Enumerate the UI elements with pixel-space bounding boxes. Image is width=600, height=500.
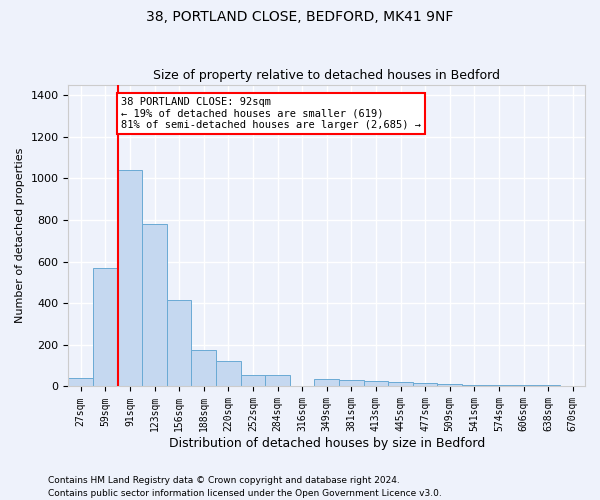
Text: 38 PORTLAND CLOSE: 92sqm
← 19% of detached houses are smaller (619)
81% of semi-: 38 PORTLAND CLOSE: 92sqm ← 19% of detach…	[121, 97, 421, 130]
Bar	[216, 362, 241, 386]
Bar	[314, 379, 339, 386]
Y-axis label: Number of detached properties: Number of detached properties	[15, 148, 25, 323]
Bar	[339, 380, 364, 386]
Bar	[93, 268, 118, 386]
Bar	[364, 382, 388, 386]
Title: Size of property relative to detached houses in Bedford: Size of property relative to detached ho…	[153, 69, 500, 82]
X-axis label: Distribution of detached houses by size in Bedford: Distribution of detached houses by size …	[169, 437, 485, 450]
Bar	[265, 375, 290, 386]
Bar	[68, 378, 93, 386]
Bar	[142, 224, 167, 386]
Text: Contains HM Land Registry data © Crown copyright and database right 2024.
Contai: Contains HM Land Registry data © Crown c…	[48, 476, 442, 498]
Bar	[167, 300, 191, 386]
Bar	[413, 384, 437, 386]
Bar	[191, 350, 216, 387]
Bar	[118, 170, 142, 386]
Bar	[437, 384, 462, 386]
Text: 38, PORTLAND CLOSE, BEDFORD, MK41 9NF: 38, PORTLAND CLOSE, BEDFORD, MK41 9NF	[146, 10, 454, 24]
Bar	[241, 375, 265, 386]
Bar	[388, 382, 413, 386]
